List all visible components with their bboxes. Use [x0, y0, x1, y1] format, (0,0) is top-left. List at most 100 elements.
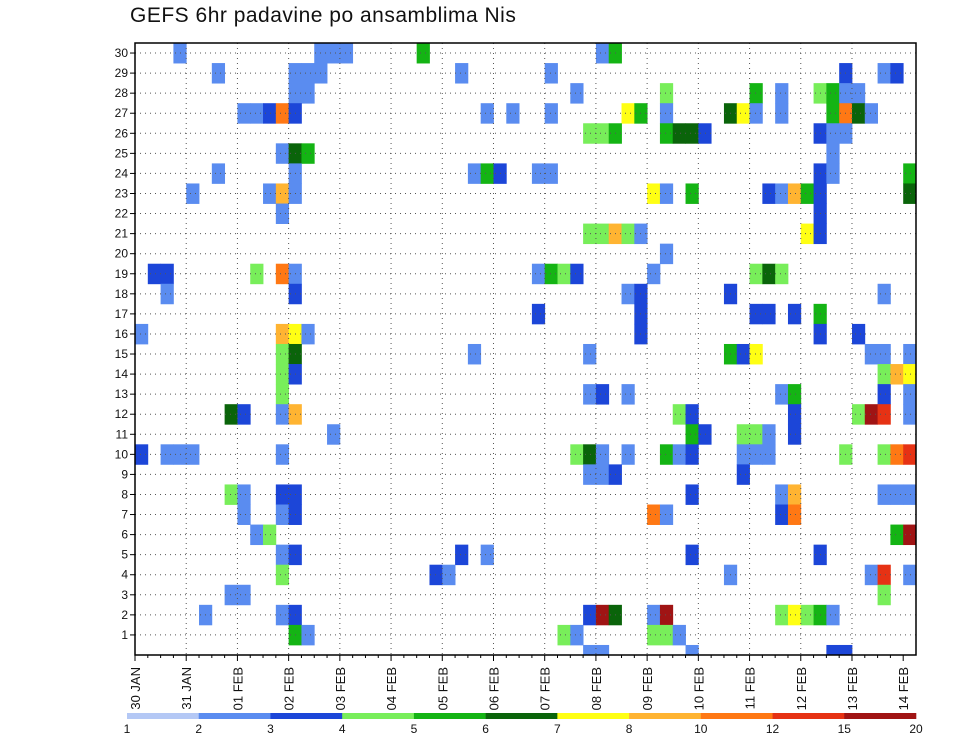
colorbar-swatch: [198, 713, 271, 719]
x-tick-label: 05 FEB: [435, 667, 450, 710]
x-tick-label: 07 FEB: [538, 667, 553, 710]
x-tick-label: 02 FEB: [282, 667, 297, 710]
heatmap-cell: [263, 183, 277, 204]
y-tick-label: 4: [121, 568, 128, 582]
heatmap-cell: [211, 63, 226, 84]
x-tick-label: 09 FEB: [640, 667, 655, 710]
y-tick-label: 23: [115, 186, 129, 200]
heatmap-cell: [455, 544, 469, 566]
colorbar-label: 1: [124, 722, 131, 736]
y-tick-label: 15: [115, 347, 129, 361]
heatmap-cell: [851, 83, 866, 104]
heatmap-cell: [659, 504, 674, 525]
heatmap-cell: [647, 604, 661, 626]
heatmap-cell: [583, 604, 597, 626]
x-tick-label: 01 FEB: [230, 667, 245, 710]
heatmap-cell: [275, 263, 290, 285]
y-tick-label: 30: [115, 46, 129, 60]
heatmap-cell: [455, 63, 469, 84]
heatmap-cell: [327, 424, 341, 445]
heatmap-cell: [775, 384, 789, 405]
heatmap-cell: [826, 83, 840, 104]
heatmap-cell: [826, 163, 840, 184]
heatmap-cells: [135, 43, 917, 656]
heatmap-cell: [877, 444, 891, 465]
heatmap-cell: [237, 504, 251, 525]
heatmap-cell: [864, 343, 878, 365]
gridlines: [135, 43, 916, 655]
heatmap-cell: [275, 364, 290, 385]
heatmap-cell: [250, 263, 264, 285]
heatmap-cell: [135, 444, 149, 465]
heatmap-cell: [570, 83, 584, 104]
heatmap-cell: [275, 544, 290, 566]
heatmap-cell: [787, 504, 802, 525]
heatmap-cell: [903, 444, 917, 465]
heatmap-cell: [621, 444, 635, 465]
x-tick-label: 03 FEB: [333, 667, 348, 710]
heatmap-cell: [826, 103, 840, 124]
heatmap-cell: [621, 283, 635, 305]
heatmap-cell: [135, 323, 149, 345]
heatmap-cell: [800, 604, 814, 626]
heatmap-cell: [224, 484, 238, 505]
heatmap-cell: [826, 123, 840, 144]
y-axis: 1234567891011121314151617181920212223242…: [115, 46, 135, 642]
heatmap-cell: [583, 223, 597, 245]
heatmap-cell: [570, 444, 584, 465]
y-tick-label: 13: [115, 387, 129, 401]
heatmap-cell: [557, 263, 571, 285]
y-tick-label: 21: [115, 227, 129, 241]
colorbar-label: 2: [195, 722, 202, 736]
heatmap-cell: [877, 564, 891, 586]
heatmap-cell: [685, 544, 699, 566]
y-tick-label: 8: [121, 487, 128, 501]
heatmap-cell: [736, 103, 750, 124]
heatmap-cell: [275, 343, 290, 365]
x-axis: 30 JAN 31 JAN 01 FEB 02 FEB 03 FEB 04 FEB 05 F…: [128, 655, 911, 710]
heatmap-cell: [301, 323, 315, 345]
heatmap-cell: [595, 644, 610, 656]
heatmap-cell: [749, 424, 763, 445]
heatmap-cell: [762, 183, 776, 204]
heatmap-cell: [775, 263, 789, 285]
heatmap-cell: [583, 444, 597, 465]
heatmap-cell: [531, 263, 546, 285]
heatmap-cell: [275, 203, 290, 224]
colorbar-swatch: [127, 713, 200, 719]
heatmap-cell: [659, 444, 674, 465]
heatmap-cell: [147, 263, 162, 285]
heatmap-cell: [890, 484, 904, 505]
heatmap-cell: [301, 83, 315, 104]
heatmap-cell: [186, 444, 200, 465]
heatmap-cell: [749, 103, 763, 124]
colorbar-swatch: [342, 713, 415, 719]
heatmap-cell: [301, 624, 315, 646]
heatmap-cell: [327, 43, 341, 64]
heatmap-cell: [275, 444, 290, 465]
heatmap-cell: [263, 524, 277, 546]
heatmap-cell: [595, 444, 610, 465]
x-tick-label: 30 JAN: [128, 667, 143, 710]
heatmap-cell: [583, 123, 597, 144]
y-tick-label: 29: [115, 66, 129, 80]
x-tick-label: 06 FEB: [486, 667, 501, 710]
colorbar-label: 4: [339, 722, 346, 736]
heatmap-cell: [749, 263, 763, 285]
heatmap-cell: [775, 504, 789, 525]
colorbar-swatch: [557, 713, 630, 719]
y-tick-label: 17: [115, 307, 129, 321]
heatmap-cell: [736, 343, 750, 365]
heatmap-cell: [659, 83, 674, 104]
heatmap-cell: [659, 604, 674, 626]
colorbar-label: 12: [766, 722, 780, 736]
heatmap-cell: [890, 364, 904, 385]
heatmap-cell: [442, 564, 456, 586]
heatmap-cell: [903, 524, 917, 546]
heatmap-cell: [762, 444, 776, 465]
heatmap-cell: [186, 183, 200, 204]
y-tick-label: 1: [121, 628, 128, 642]
heatmap-cell: [877, 484, 891, 505]
heatmap-cell: [877, 343, 891, 365]
